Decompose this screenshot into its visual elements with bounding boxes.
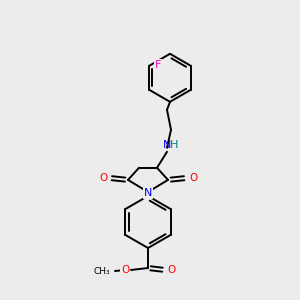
Text: O: O (99, 173, 107, 183)
Text: CH₃: CH₃ (93, 266, 110, 275)
Text: F: F (155, 60, 161, 70)
Text: O: O (189, 173, 197, 183)
Text: N: N (144, 188, 152, 198)
Text: N: N (163, 140, 171, 150)
Text: H: H (170, 140, 178, 150)
Text: O: O (167, 265, 175, 275)
Text: O: O (121, 265, 129, 275)
